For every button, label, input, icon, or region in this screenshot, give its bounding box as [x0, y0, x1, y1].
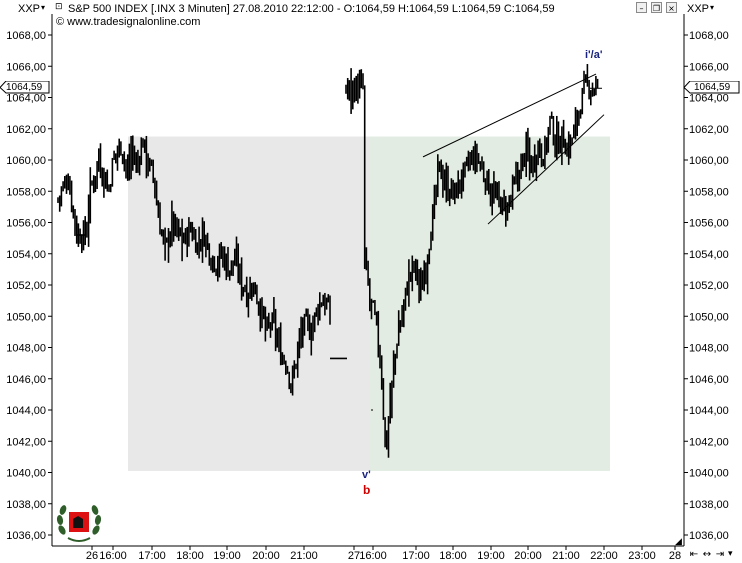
- x-tick-label: 26: [86, 550, 98, 562]
- y-tick-label-left: 1044,00: [6, 405, 46, 417]
- x-tick-label: 20:00: [514, 550, 542, 562]
- x-tick-label: 17:00: [402, 550, 430, 562]
- source-label: © www.tradesignalonline.com: [56, 16, 201, 28]
- y-tick-label-left: 1036,00: [6, 530, 46, 542]
- y-tick-label-left: 1064,00: [6, 93, 46, 105]
- wave-label-top: i'/a': [585, 49, 603, 61]
- y-tick-label-right: 1056,00: [689, 218, 729, 230]
- x-tick-label: 19:00: [477, 550, 505, 562]
- y-tick-label-left: 1040,00: [6, 468, 46, 480]
- x-tick-label: 22:00: [590, 550, 618, 562]
- y-tick-label-left: 1066,00: [6, 61, 46, 73]
- y-tick-label-right: 1054,00: [689, 249, 729, 261]
- price-tag-right: 1064,59: [684, 81, 740, 94]
- y-tick-label-right: 1042,00: [689, 436, 729, 448]
- x-tick-label: 19:00: [213, 550, 241, 562]
- x-tick-label: 17:00: [138, 550, 166, 562]
- x-tick-label: 18:00: [176, 550, 204, 562]
- y-tick-label-right: 1046,00: [689, 374, 729, 386]
- x-tick-label: 18:00: [439, 550, 467, 562]
- x-tick-label: 28: [669, 550, 681, 562]
- symbol-label-right[interactable]: XXP: [687, 3, 710, 15]
- y-tick-label-left: 1050,00: [6, 311, 46, 323]
- y-tick-label-left: 1052,00: [6, 280, 46, 292]
- x-tick-label: 21:00: [552, 550, 580, 562]
- logo-icon: [56, 505, 102, 542]
- x-tick-label: 23:00: [628, 550, 656, 562]
- x-tick-label: 16:00: [359, 550, 387, 562]
- chart-title: S&P 500 INDEX [.INX 3 Minuten] 27.08.201…: [68, 3, 555, 15]
- symbol-label-left[interactable]: XXP: [18, 3, 41, 15]
- dropdown-arrow-icon[interactable]: ▾: [41, 3, 46, 12]
- y-tick-label-right: 1048,00: [689, 343, 729, 355]
- y-tick-label-right: 1062,00: [689, 124, 729, 136]
- y-tick-label-right: 1038,00: [689, 499, 729, 511]
- price-tag-left-text: 1064,59: [6, 82, 43, 93]
- y-tick-label-left: 1042,00: [6, 436, 46, 448]
- y-tick-label-right: 1066,00: [689, 61, 729, 73]
- x-tick-label: 27: [348, 550, 360, 562]
- trendline: [487, 114, 605, 225]
- y-tick-label-right: 1068,00: [689, 30, 729, 42]
- y-tick-label-left: 1046,00: [6, 374, 46, 386]
- y-tick-label-left: 1054,00: [6, 249, 46, 261]
- scroll-right-icon[interactable]: ⇥: [715, 549, 725, 560]
- y-tick-label-left: 1062,00: [6, 124, 46, 136]
- scroll-left-icon[interactable]: ⇤: [689, 549, 699, 560]
- y-tick-label-right: 1036,00: [689, 530, 729, 542]
- y-tick-label-right: 1064,00: [689, 93, 729, 105]
- resize-handle-icon[interactable]: ◢: [675, 537, 682, 547]
- y-tick-label-right: 1040,00: [689, 468, 729, 480]
- menu-arrow-icon[interactable]: ▾: [728, 548, 733, 558]
- y-tick-label-right: 1052,00: [689, 280, 729, 292]
- wave-label-v: v': [362, 469, 371, 481]
- x-tick-label: 21:00: [290, 550, 318, 562]
- dropdown-arrow-icon[interactable]: ▾: [710, 3, 715, 12]
- close-icon[interactable]: ×: [666, 2, 677, 13]
- expand-icon[interactable]: ↔: [702, 549, 712, 560]
- y-tick-label-left: 1068,00: [6, 30, 46, 42]
- x-tick-label: 16:00: [99, 550, 127, 562]
- price-tag-right-text: 1064,59: [694, 82, 731, 93]
- y-tick-label-right: 1050,00: [689, 311, 729, 323]
- y-tick-label-left: 1038,00: [6, 499, 46, 511]
- price-tag-left: 1064,59: [0, 81, 50, 94]
- y-tick-label-right: 1044,00: [689, 405, 729, 417]
- y-tick-label-right: 1058,00: [689, 186, 729, 198]
- trendline: [422, 73, 597, 158]
- y-tick-label-left: 1056,00: [6, 218, 46, 230]
- x-tick-label: 20:00: [252, 550, 280, 562]
- y-tick-label-left: 1060,00: [6, 155, 46, 167]
- wave-label-b: b: [363, 483, 371, 497]
- lock-icon: ⊡: [55, 2, 63, 12]
- y-tick-label-left: 1048,00: [6, 343, 46, 355]
- y-tick-label-right: 1060,00: [689, 155, 729, 167]
- restore-icon[interactable]: ❐: [651, 2, 662, 13]
- minimize-icon[interactable]: –: [636, 2, 647, 13]
- y-tick-label-left: 1058,00: [6, 186, 46, 198]
